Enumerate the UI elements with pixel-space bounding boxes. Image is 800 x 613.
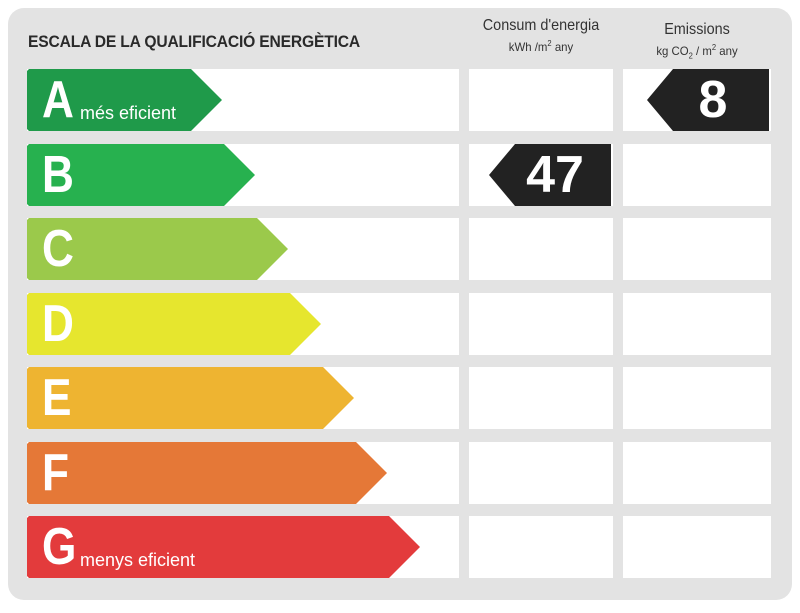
energy-header-title: Consum d'energia [482, 17, 600, 34]
energy-cell [469, 218, 613, 280]
rating-letter: F [42, 443, 70, 502]
energy-value-badge [469, 143, 613, 206]
rating-arrow-a [27, 69, 222, 131]
energy-cell [469, 69, 613, 131]
rating-letter: A [42, 71, 74, 129]
rating-arrow-e [27, 367, 354, 429]
rating-letter: B [42, 145, 74, 204]
emis-cell [623, 218, 771, 280]
emissions-header-unit: kg CO2 / m2 any [656, 43, 738, 61]
energy-cell [469, 516, 613, 578]
rating-row-d: D [0, 292, 800, 355]
emis-cell [623, 143, 771, 206]
rating-row-c: C [0, 218, 800, 280]
emissions-value-badge [623, 69, 771, 131]
energy-header-unit: kWh /m2 any [508, 39, 574, 54]
rating-letter: E [42, 369, 72, 427]
energy-cell [469, 292, 613, 355]
page-title: ESCALA DE LA QUALIFICACIÓ ENERGÈTICA [28, 32, 360, 51]
energy-cell [469, 367, 613, 429]
rating-arrow-d [27, 292, 321, 355]
emis-cell [623, 441, 771, 504]
emis-cell [623, 292, 771, 355]
energy-column-header: Consum d'energia kWh /m2 any [469, 17, 613, 54]
emissions-column-header: Emissions kg CO2 / m2 any [623, 21, 771, 60]
rating-letter: G [42, 518, 77, 576]
rating-letter: D [42, 294, 74, 353]
rating-arrow-g [27, 516, 420, 578]
rating-row-b: B 47 [0, 143, 800, 206]
rating-letter: C [42, 220, 74, 278]
rating-caption: menys eficient [80, 550, 196, 570]
rating-arrow-f [27, 441, 387, 504]
emissions-header-title: Emissions [664, 21, 730, 38]
emissions-value-badge-value: 8 [698, 71, 728, 129]
rating-row-e: E [0, 367, 800, 429]
energy-value-badge-value: 47 [526, 145, 584, 204]
emis-cell [623, 367, 771, 429]
rating-caption: més eficient [80, 103, 177, 123]
emis-cell [623, 516, 771, 578]
rating-row-f: F [0, 441, 800, 504]
energy-cell [469, 441, 613, 504]
rating-arrow-c [27, 218, 288, 280]
rating-arrow-b [27, 143, 255, 206]
